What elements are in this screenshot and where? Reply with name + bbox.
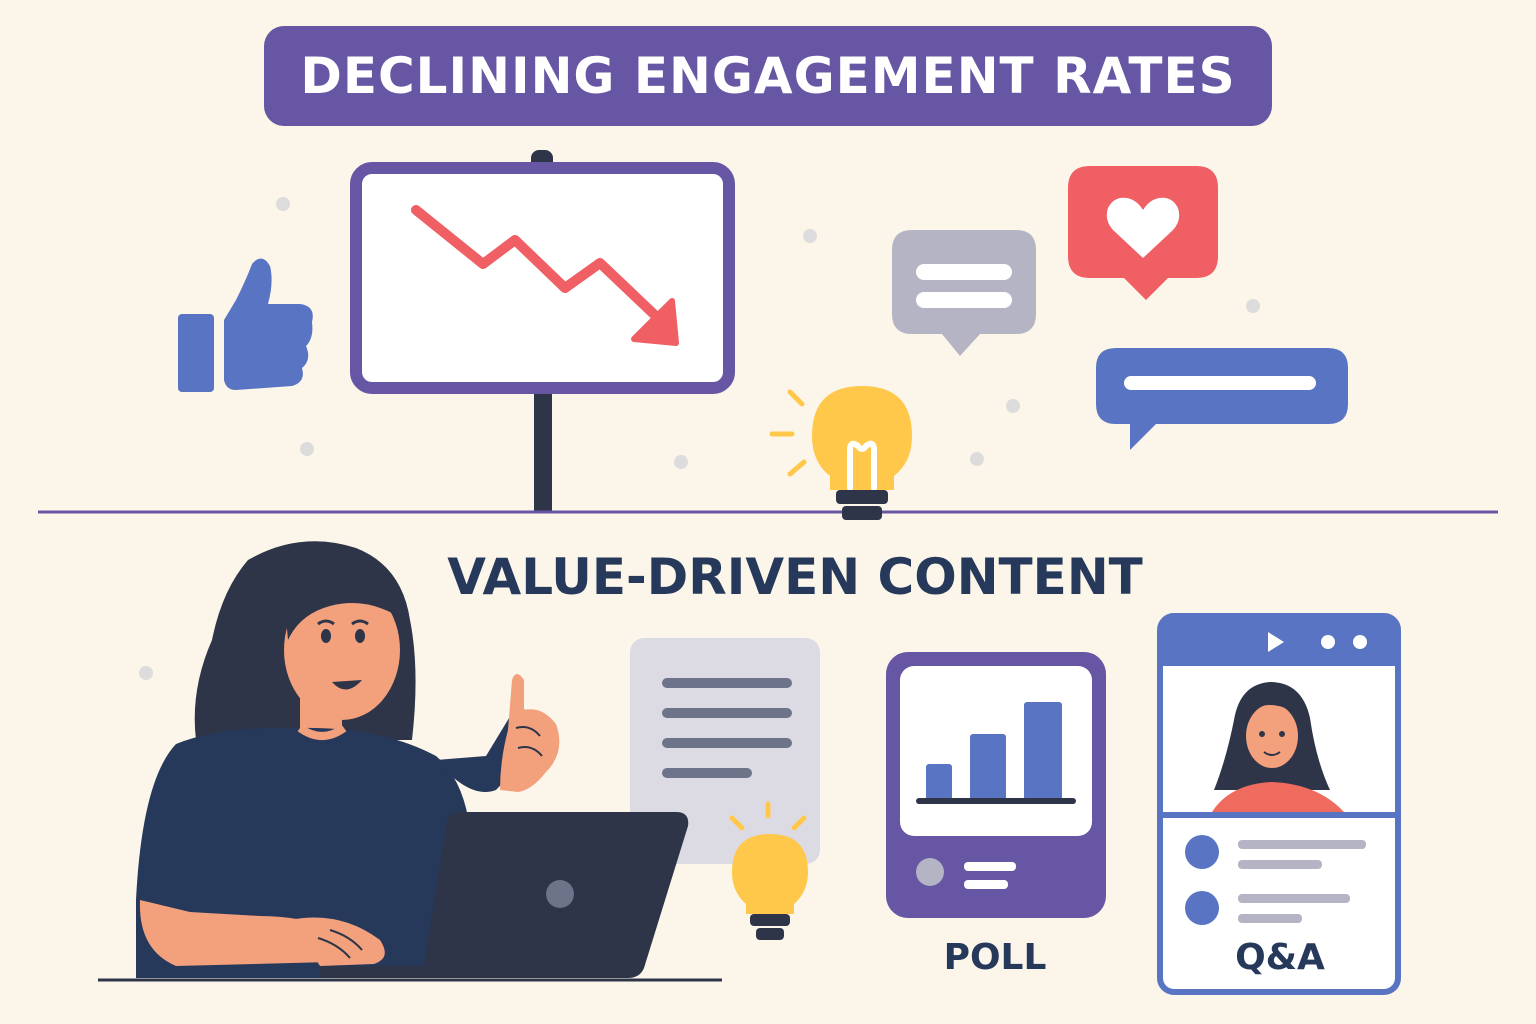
comment-bubble-icon [1096,348,1348,450]
thumbs-up-icon [178,258,313,392]
title-banner: DECLINING ENGAGEMENT RATES [264,26,1272,126]
poll-bars [926,702,1062,800]
poll-label: POLL [943,937,1047,978]
laptop-icon [320,812,689,978]
decorative-dots [139,197,1260,680]
woman-avatar [136,541,560,978]
document-icon [630,638,820,864]
heart-like-icon [1068,166,1218,300]
lightbulb-icon [769,386,912,520]
qa-window [1157,613,1401,995]
section-title: VALUE-DRIVEN CONTENT [447,548,1143,606]
small-lightbulb-icon [729,801,808,940]
chat-bubble-icon [892,230,1036,356]
qa-label: Q&A [1235,937,1325,978]
play-icon [1268,632,1284,652]
trend-down-chart-icon [350,150,735,512]
poll-card [886,652,1106,918]
page-title: DECLINING ENGAGEMENT RATES [300,47,1236,105]
